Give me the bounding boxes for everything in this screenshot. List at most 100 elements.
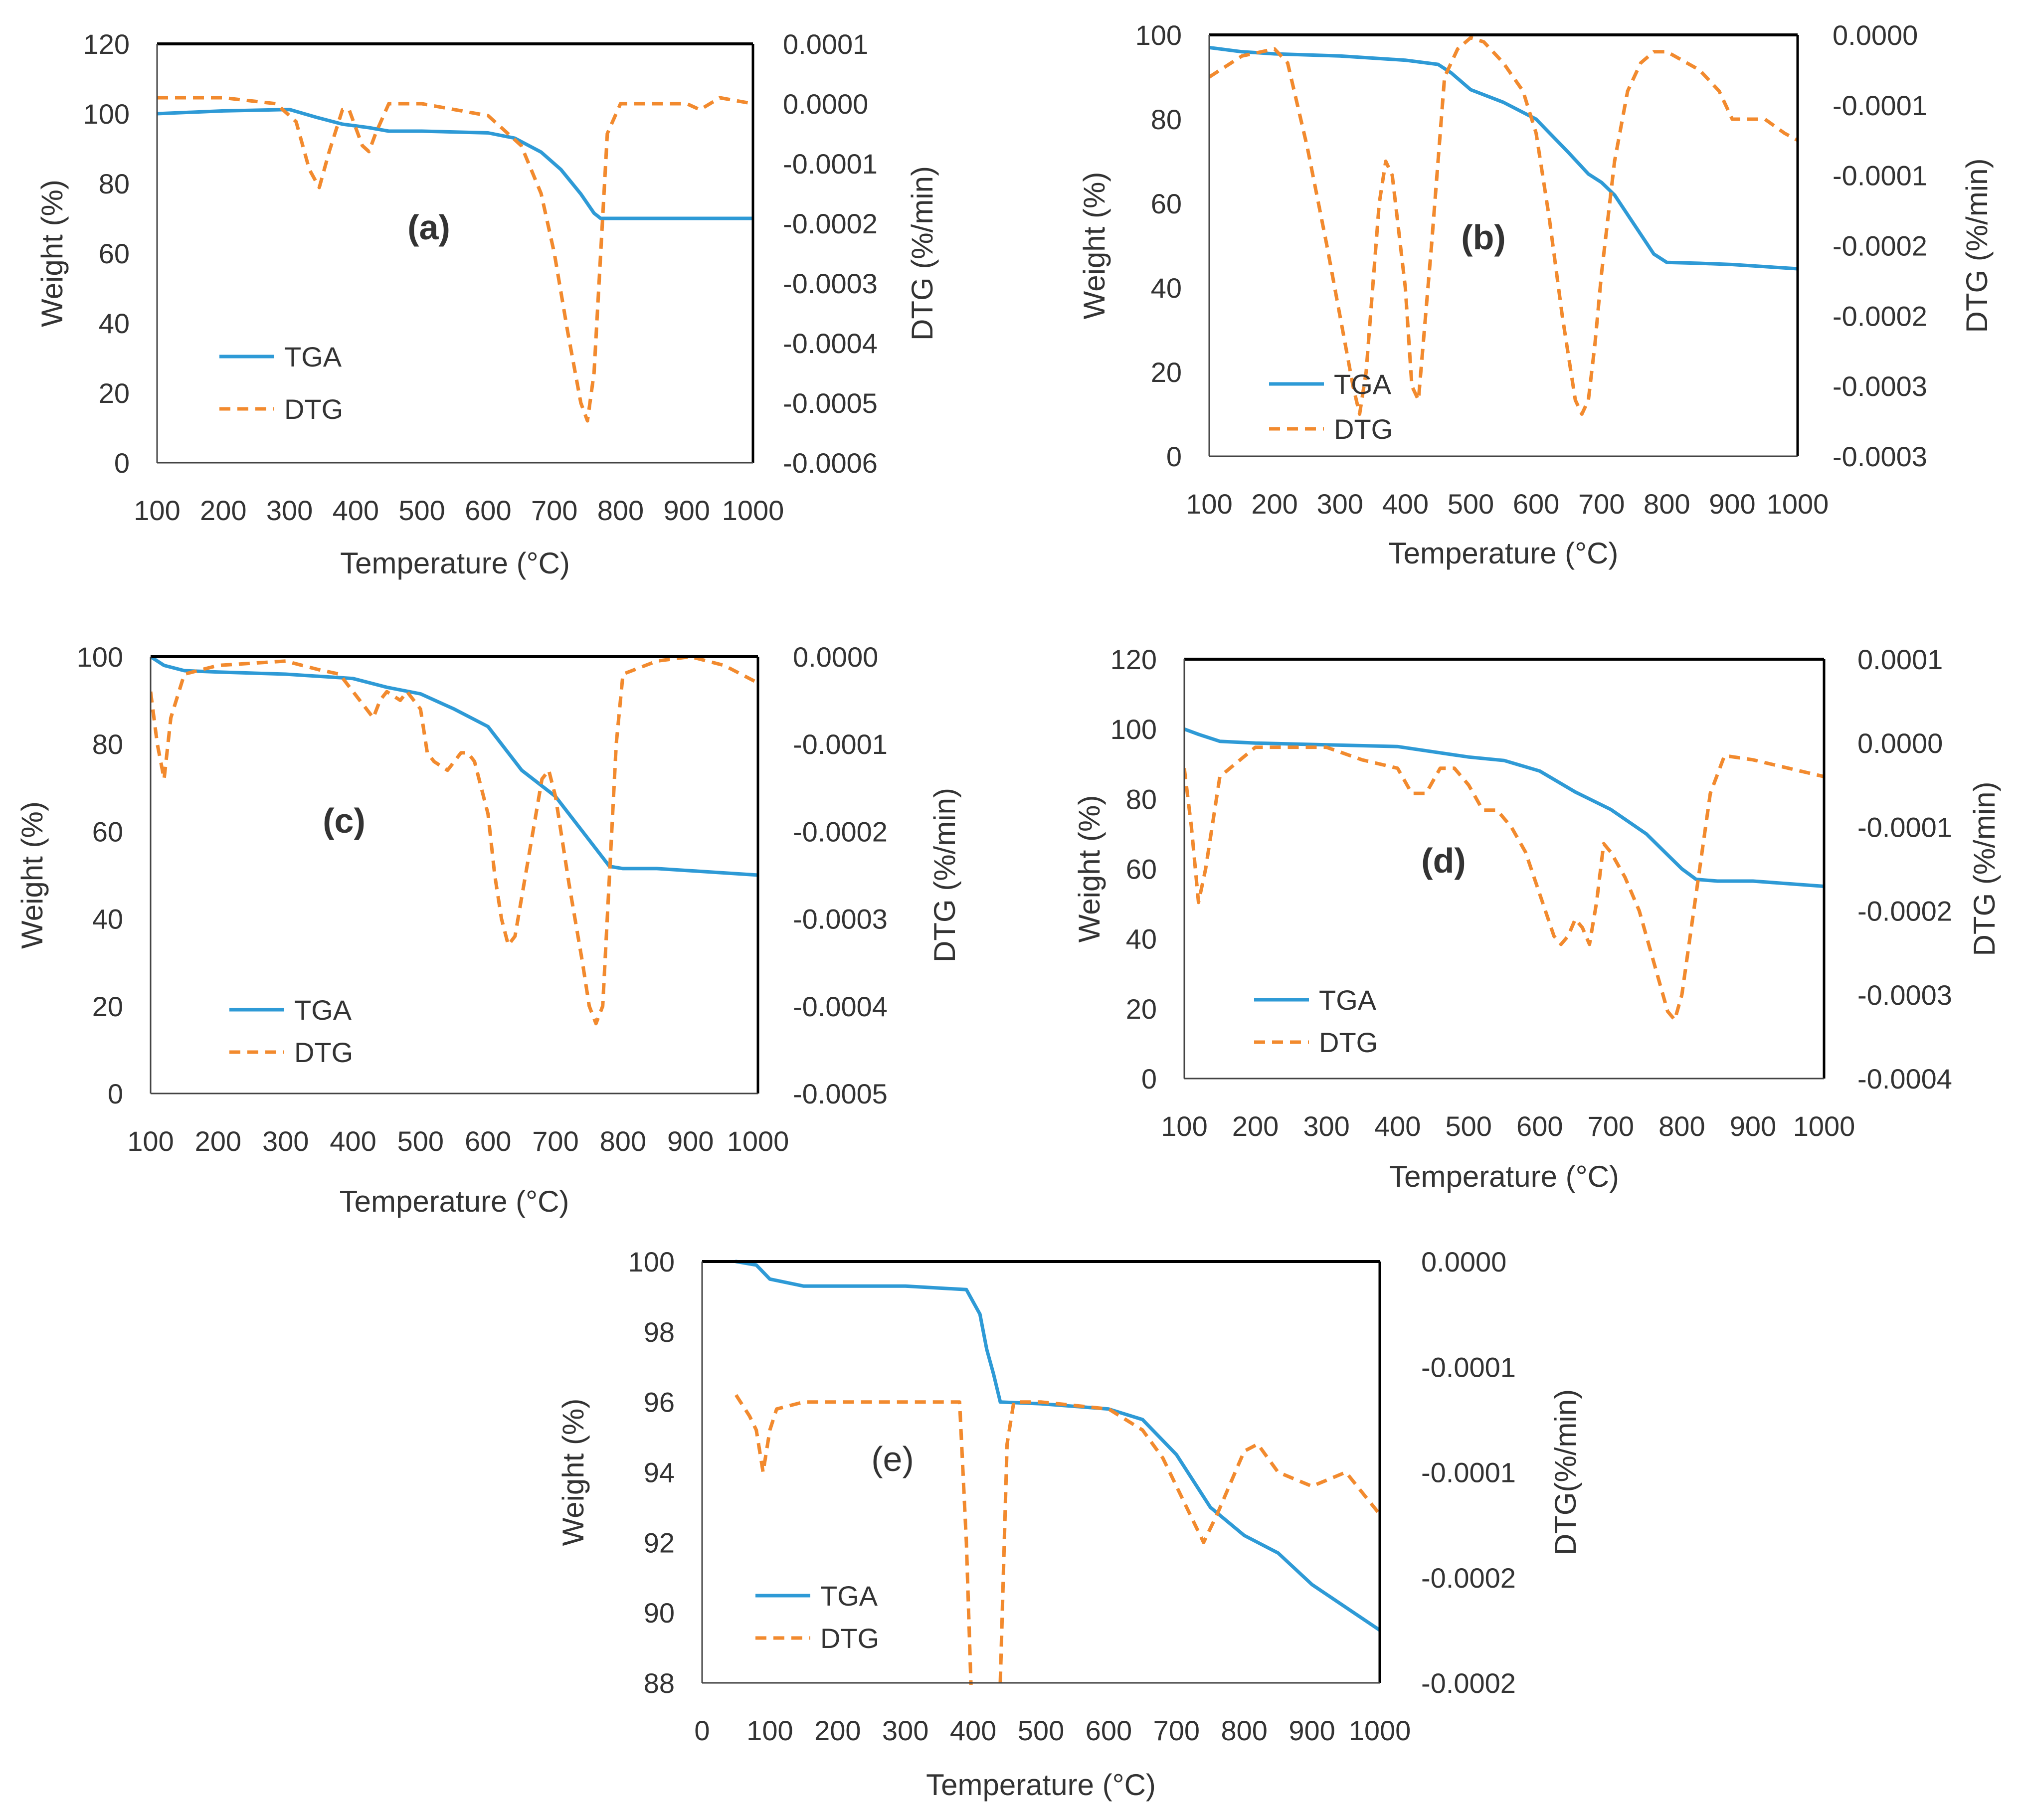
x-tick-label: 500	[1446, 1110, 1492, 1142]
x-tick-label: 400	[1382, 488, 1429, 520]
y-tick-label: 40	[1151, 272, 1182, 304]
x-tick-label: 900	[1289, 1715, 1335, 1746]
legend-label-dtg: DTG	[820, 1623, 879, 1654]
chart-panel-e: 0 100 200 300 400 500 600 700 800 900 1000 88 90 92 94…	[556, 1246, 1582, 1802]
y-tick-label: 100	[83, 98, 130, 130]
x-tick-label: 1000	[1349, 1715, 1411, 1746]
legend-label-dtg: DTG	[1319, 1027, 1378, 1058]
y-tick-label: 60	[1126, 854, 1157, 885]
x-tick-label: 200	[1232, 1110, 1279, 1142]
y-tick-label: 20	[1151, 357, 1182, 388]
y2-tick-label: -0.0001	[1857, 811, 1952, 843]
x-tick-label: 700	[532, 1125, 578, 1157]
y2-tick-label: 0.0000	[1421, 1246, 1506, 1277]
y-tick-label: 0	[1141, 1063, 1157, 1094]
y-axis-title: Weight (%)	[1078, 172, 1111, 320]
y2-tick-label: 0.0000	[783, 88, 868, 120]
y2-tick-label: -0.0004	[793, 991, 888, 1022]
x-tick-label: 500	[1018, 1715, 1064, 1746]
legend-label-tga: TGA	[820, 1580, 878, 1612]
y2-tick-label: 0.0001	[1857, 644, 1943, 675]
x-tick-label: 700	[1588, 1110, 1634, 1142]
y2-axis-title: DTG(%/min)	[1549, 1389, 1582, 1555]
series-line-tga	[1209, 45, 1798, 271]
x-tick-label: 200	[200, 495, 246, 526]
y2-tick-label: -0.0003	[1857, 979, 1952, 1011]
x-tick-label: 800	[1221, 1715, 1267, 1746]
y2-tick-label: -0.0005	[783, 387, 878, 419]
legend-label-tga: TGA	[284, 341, 342, 372]
y2-tick-label: -0.0001	[793, 728, 888, 760]
x-tick-label: 600	[465, 1125, 511, 1157]
x-tick-label: 300	[1317, 488, 1363, 520]
y2-tick-label: -0.0001	[1421, 1457, 1516, 1488]
y-axis-title: Weight (%)	[15, 801, 49, 949]
x-axis-title: Temperature (°C)	[340, 546, 570, 580]
legend-label-dtg: DTG	[1334, 413, 1393, 445]
y-tick-label: 100	[77, 641, 123, 673]
x-tick-label: 0	[694, 1715, 710, 1746]
y2-axis-title: DTG (%/min)	[1968, 782, 2001, 956]
y-tick-label: 20	[99, 377, 130, 409]
x-tick-label: 200	[814, 1715, 861, 1746]
x-tick-label: 500	[1448, 488, 1494, 520]
x-axis-title: Temperature (°C)	[340, 1185, 569, 1218]
y-tick-label: 80	[99, 168, 130, 199]
chart-panel-d: 100 200 300 400 500 600 700 800 900 1000 0 20 40 60 80…	[1073, 644, 2001, 1193]
y2-tick-label: -0.0003	[1833, 370, 1927, 402]
y-tick-label: 0	[108, 1078, 123, 1109]
panel-label: (b)	[1461, 218, 1505, 257]
x-tick-label: 400	[333, 495, 379, 526]
x-tick-label: 700	[531, 495, 577, 526]
x-tick-label: 700	[1578, 488, 1625, 520]
x-tick-label: 800	[1644, 488, 1690, 520]
y2-axis-title: DTG (%/min)	[928, 788, 961, 962]
series-line-dtg	[735, 1394, 1380, 1685]
x-tick-label: 800	[1658, 1110, 1705, 1142]
y2-tick-label: -0.0003	[783, 268, 878, 299]
x-tick-label: 900	[1709, 488, 1755, 520]
y-tick-label: 90	[644, 1597, 675, 1629]
chart-panel-a: 100 200 300 400 500 600 700 800 900 1000 0 20 40 60 80…	[35, 28, 939, 580]
series-line-tga	[157, 108, 753, 220]
x-tick-label: 400	[950, 1715, 996, 1746]
x-tick-label: 300	[262, 1125, 309, 1157]
series-line-tga	[734, 1260, 1380, 1632]
y2-tick-label: -0.0003	[793, 904, 888, 935]
x-tick-label: 600	[465, 495, 511, 526]
series-line-dtg	[151, 655, 758, 1026]
y-tick-label: 92	[644, 1527, 675, 1558]
y-tick-label: 40	[1126, 923, 1157, 955]
y-tick-label: 20	[92, 991, 123, 1022]
y-tick-label: 60	[99, 238, 130, 269]
panel-label: (a)	[407, 208, 450, 247]
legend-label-tga: TGA	[1319, 984, 1377, 1016]
x-tick-label: 800	[600, 1125, 646, 1157]
x-tick-label: 900	[667, 1125, 714, 1157]
y-axis-title: Weight (%)	[35, 180, 69, 327]
y-tick-label: 40	[99, 308, 130, 339]
y2-tick-label: -0.0005	[793, 1078, 888, 1109]
y-tick-label: 0	[114, 447, 130, 479]
x-tick-label: 300	[882, 1715, 928, 1746]
y2-tick-label: 0.0000	[1833, 19, 1918, 51]
x-axis-title: Temperature (°C)	[1389, 1160, 1619, 1193]
series-line-tga	[151, 655, 758, 877]
y2-tick-label: -0.0001	[1833, 160, 1927, 191]
y2-tick-label: -0.0004	[1857, 1063, 1952, 1094]
y-axis-title: Weight (%)	[1073, 795, 1106, 943]
x-tick-label: 200	[1251, 488, 1297, 520]
x-tick-label: 300	[266, 495, 313, 526]
x-tick-label: 100	[1186, 488, 1232, 520]
y-tick-label: 80	[1126, 783, 1157, 815]
series-line-dtg	[1184, 745, 1824, 1022]
x-tick-label: 100	[127, 1125, 174, 1157]
y2-tick-label: -0.0002	[1833, 300, 1927, 332]
y2-tick-label: -0.0001	[1421, 1351, 1516, 1383]
x-tick-label: 800	[597, 495, 644, 526]
x-tick-label: 600	[1516, 1110, 1563, 1142]
y2-tick-label: -0.0006	[783, 447, 878, 479]
y2-tick-label: -0.0002	[793, 816, 888, 847]
y2-tick-label: -0.0003	[1833, 441, 1927, 472]
